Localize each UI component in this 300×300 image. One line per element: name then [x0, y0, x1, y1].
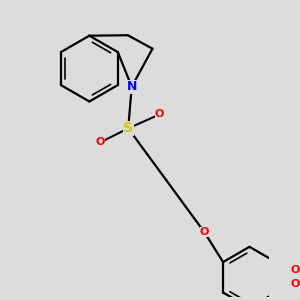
Text: O: O	[155, 110, 164, 119]
Text: S: S	[123, 121, 133, 135]
Text: N: N	[127, 80, 137, 93]
Text: O: O	[96, 137, 105, 147]
Text: O: O	[290, 266, 300, 275]
Text: O: O	[290, 279, 300, 289]
Text: O: O	[200, 227, 209, 237]
